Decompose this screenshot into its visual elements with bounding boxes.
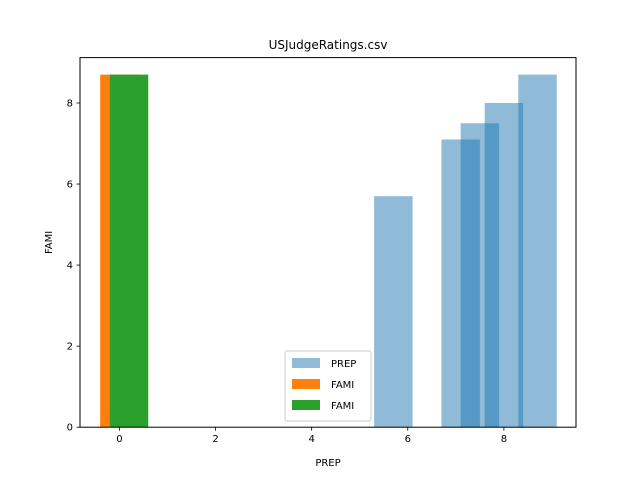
y-axis-label: FAMI xyxy=(44,231,55,254)
y-tick-label: 4 xyxy=(67,261,73,272)
y-axis-ticks: 0 2 4 6 8 xyxy=(67,98,80,434)
legend-label: FAMI xyxy=(331,380,354,391)
y-tick-label: 6 xyxy=(67,180,73,191)
bar-0-3 xyxy=(484,102,524,428)
plot-frame xyxy=(79,57,577,428)
bar-2-0 xyxy=(109,74,149,428)
legend: PREP FAMI FAMI xyxy=(284,350,372,422)
bar-0-4 xyxy=(518,74,557,428)
x-tick-label: 4 xyxy=(308,434,314,445)
legend-label: PREP xyxy=(331,359,356,370)
legend-label: FAMI xyxy=(331,401,354,412)
x-tick-label: 2 xyxy=(212,434,218,445)
legend-swatch xyxy=(292,379,320,389)
bar-0-0 xyxy=(374,196,413,428)
legend-swatch xyxy=(292,358,320,368)
bars-layer xyxy=(100,74,557,428)
x-tick-label: 0 xyxy=(116,434,122,445)
x-axis-ticks: 0 2 4 6 8 xyxy=(116,427,507,445)
y-tick-label: 8 xyxy=(67,98,73,109)
x-tick-label: 8 xyxy=(501,434,507,445)
legend-items: PREP FAMI FAMI xyxy=(292,358,356,412)
x-tick-label: 6 xyxy=(405,434,411,445)
chart-title: USJudgeRatings.csv xyxy=(269,38,388,52)
legend-swatch xyxy=(292,400,320,410)
x-axis-label: PREP xyxy=(315,458,340,469)
y-tick-label: 0 xyxy=(67,423,73,434)
y-tick-label: 2 xyxy=(67,342,73,353)
